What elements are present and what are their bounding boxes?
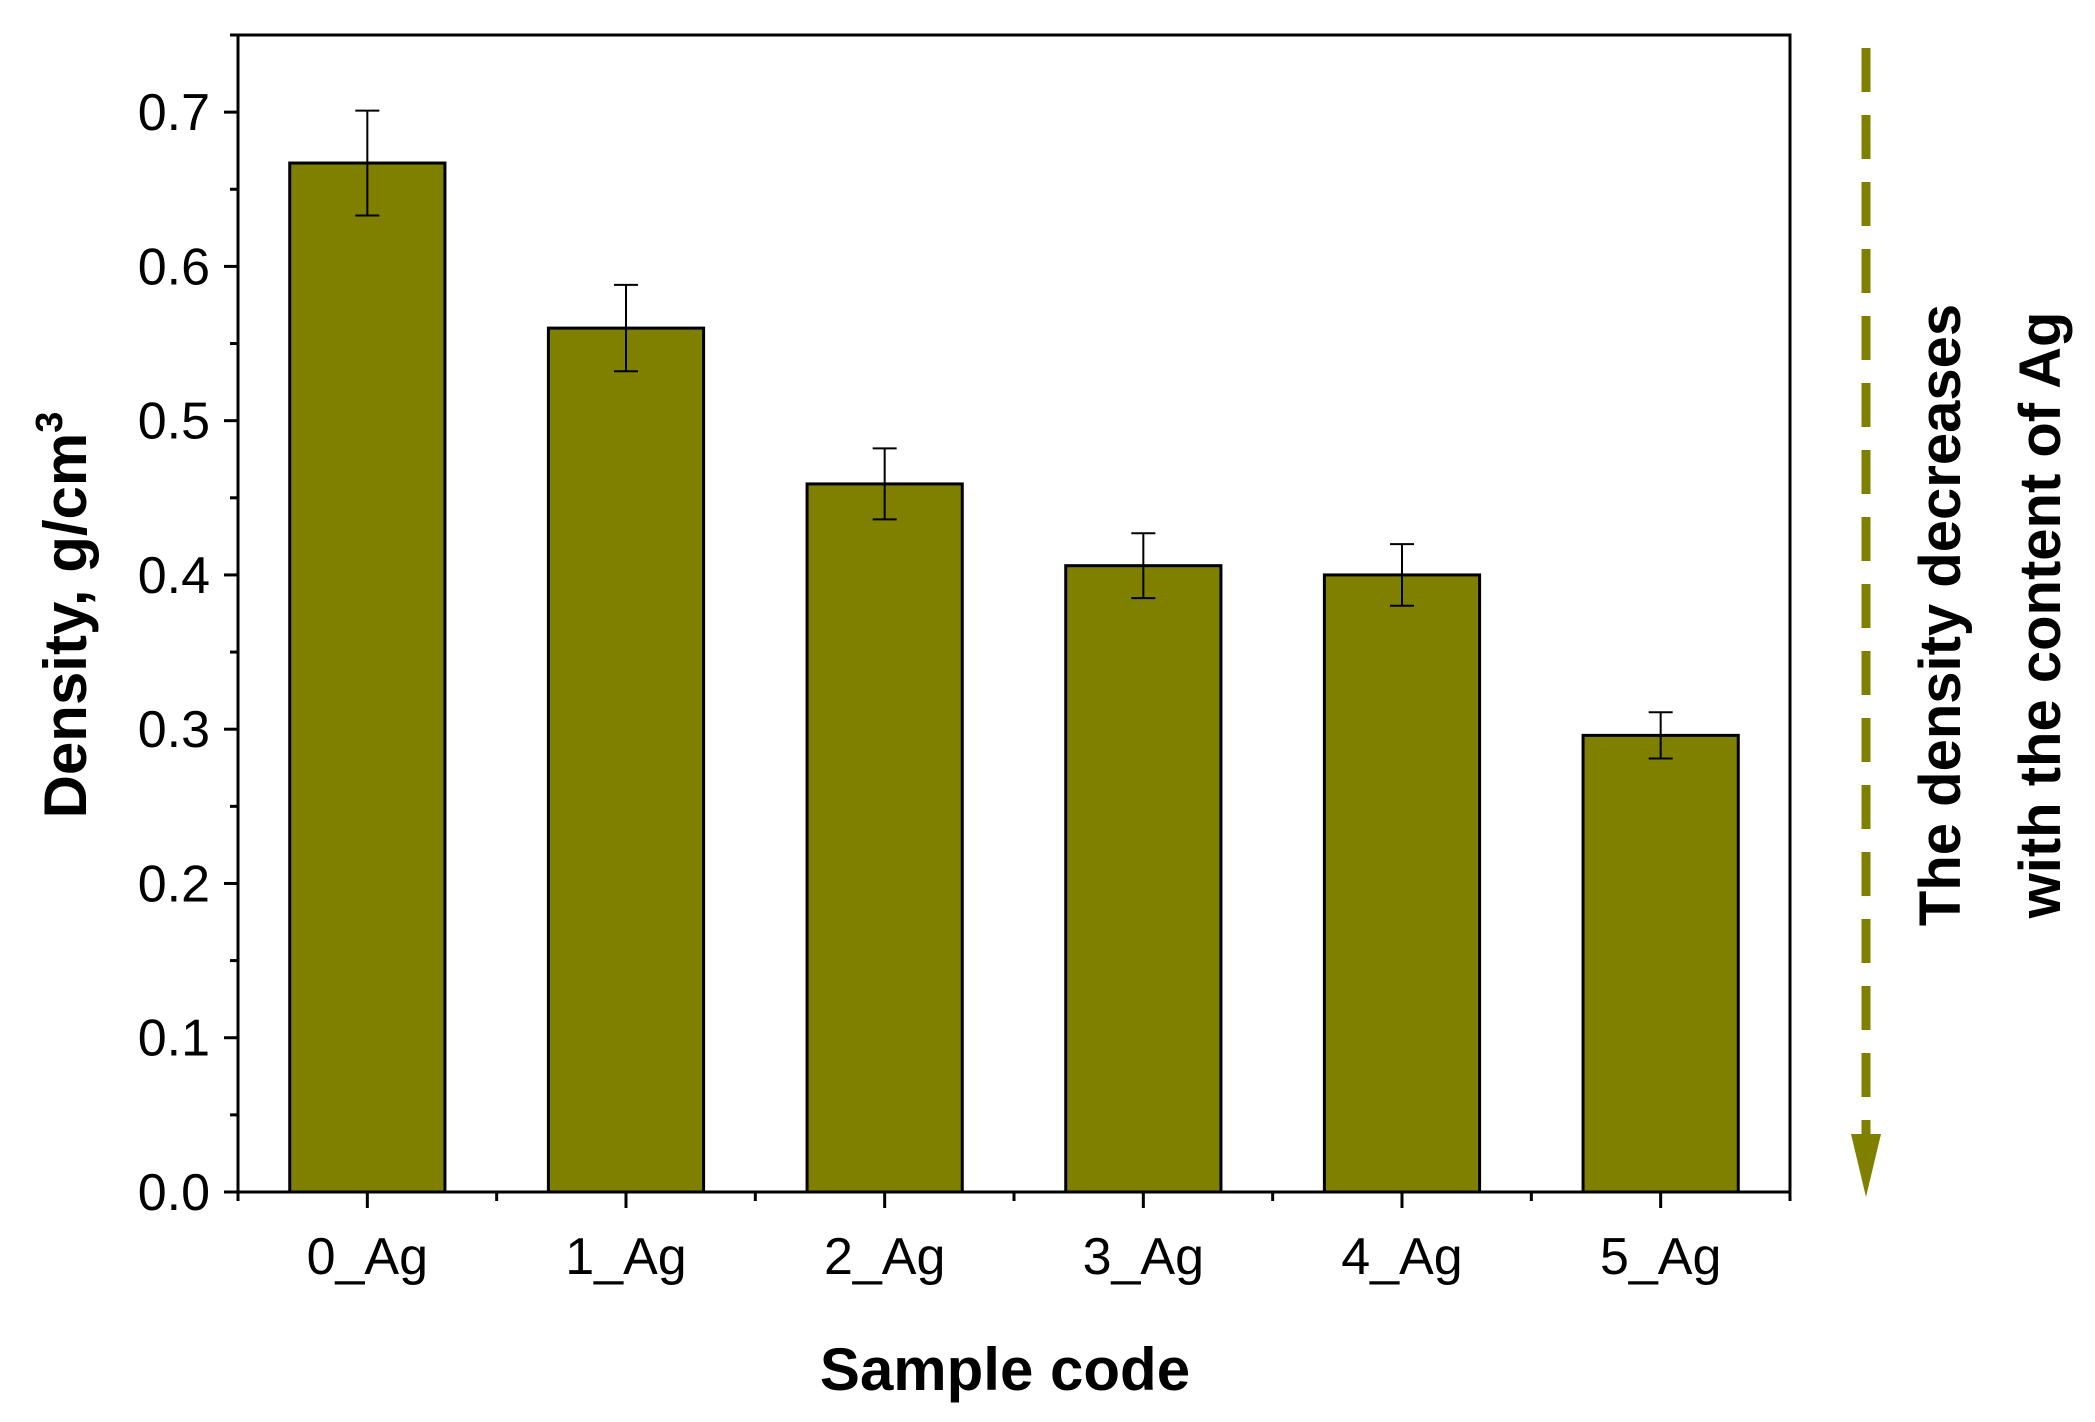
x-tick-label: 1_Ag xyxy=(565,1228,686,1286)
bars-layer xyxy=(288,161,1740,1194)
y-tick-label: 0.2 xyxy=(138,855,210,913)
trend-arrow-head xyxy=(1851,1134,1881,1197)
y-tick-label: 0.0 xyxy=(138,1164,210,1222)
y-axis-title: Density, g/cm3 xyxy=(29,412,99,819)
x-tick-label: 5_Ag xyxy=(1600,1228,1721,1286)
error-bars-layer xyxy=(355,109,1673,760)
y-tick-label: 0.6 xyxy=(138,238,210,296)
bar-0_Ag xyxy=(288,161,447,1194)
y-axis-title-superscript: 3 xyxy=(29,412,71,433)
x-tick-label: 2_Ag xyxy=(824,1228,945,1286)
bar-2_Ag xyxy=(805,482,964,1194)
bar-5_Ag xyxy=(1581,733,1740,1194)
bar-1_Ag xyxy=(546,326,706,1194)
y-tick-label: 0.7 xyxy=(138,84,210,142)
x-tick-label: 4_Ag xyxy=(1341,1228,1462,1286)
y-tick-label: 0.4 xyxy=(138,547,210,605)
bar-3_Ag xyxy=(1064,564,1223,1194)
annotation-line-2: with the content of Ag xyxy=(2008,312,2073,920)
y-tick-label: 0.5 xyxy=(138,393,210,451)
x-axis-title: Sample code xyxy=(820,1336,1190,1403)
trend-arrow xyxy=(1851,48,1881,1197)
axes-layer: 0.0 0.1 0.2 0.3 0.4 0.5 0.6 0.7 0_Ag 1_Ag 2_Ag 3_Ag… xyxy=(138,33,1792,1286)
y-tick-label: 0.3 xyxy=(138,701,210,759)
y-axis-title-text: Density, g/cm xyxy=(32,433,99,819)
annotation-line-1: The density decreases xyxy=(1908,304,1973,926)
y-tick-label: 0.1 xyxy=(138,1010,210,1068)
x-tick-label: 0_Ag xyxy=(307,1228,428,1286)
x-tick-label: 3_Ag xyxy=(1083,1228,1204,1286)
plot-frame xyxy=(236,33,1792,1194)
bar-4_Ag xyxy=(1322,573,1482,1194)
